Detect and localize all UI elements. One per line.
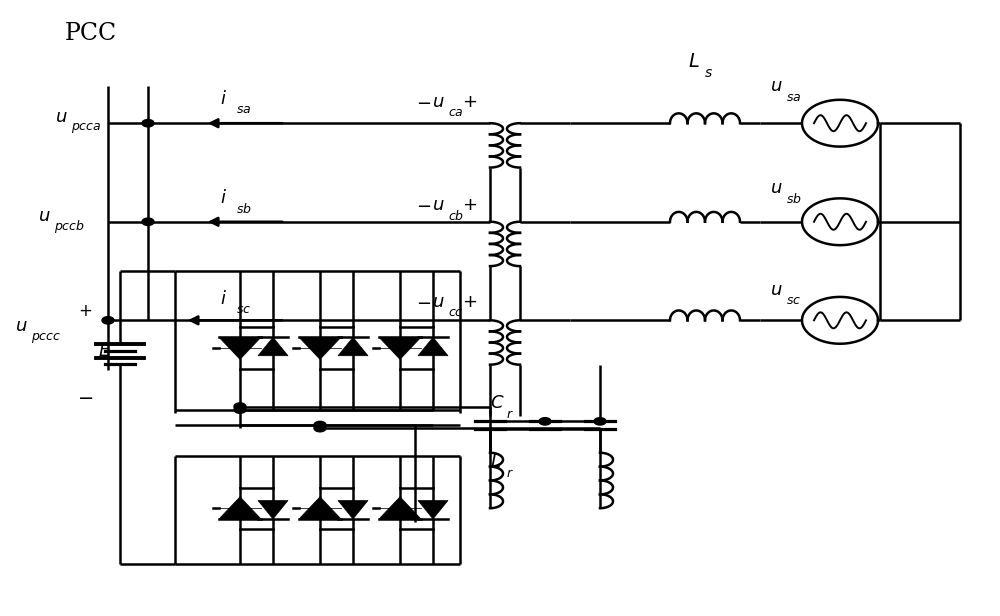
Text: $u$: $u$ <box>770 179 783 197</box>
Circle shape <box>539 418 551 425</box>
Text: $u$: $u$ <box>38 206 51 225</box>
Text: $cc$: $cc$ <box>448 306 464 320</box>
Text: $u$: $u$ <box>55 108 68 126</box>
Polygon shape <box>379 496 421 519</box>
Circle shape <box>314 421 326 429</box>
Polygon shape <box>258 338 288 356</box>
Text: $u$: $u$ <box>15 317 28 336</box>
Text: $+$: $+$ <box>78 302 92 320</box>
Text: $u$: $u$ <box>432 293 445 311</box>
Circle shape <box>142 120 154 127</box>
Text: $-$: $-$ <box>416 293 431 311</box>
Text: $L$: $L$ <box>490 453 501 471</box>
Polygon shape <box>258 500 288 519</box>
Polygon shape <box>418 338 448 356</box>
Text: $i$: $i$ <box>220 189 227 208</box>
Text: $L$: $L$ <box>688 52 700 71</box>
Circle shape <box>234 403 246 410</box>
Polygon shape <box>299 338 341 360</box>
Polygon shape <box>338 500 368 519</box>
Circle shape <box>234 406 246 413</box>
Text: $sb$: $sb$ <box>236 203 252 216</box>
Text: $-$: $-$ <box>416 92 431 111</box>
Text: $cb$: $cb$ <box>448 209 464 222</box>
Polygon shape <box>299 496 341 519</box>
Text: $i$: $i$ <box>220 290 227 308</box>
Text: $r$: $r$ <box>506 408 514 421</box>
Text: $+$: $+$ <box>462 293 477 311</box>
Text: $+$: $+$ <box>462 195 477 214</box>
Text: $pccb$: $pccb$ <box>54 218 85 235</box>
Text: $-$: $-$ <box>77 388 93 407</box>
Text: $ca$: $ca$ <box>448 106 464 120</box>
Text: $sa$: $sa$ <box>236 103 251 116</box>
Text: $s$: $s$ <box>704 66 713 79</box>
Text: $sb$: $sb$ <box>786 192 802 206</box>
Text: $r$: $r$ <box>506 466 514 480</box>
Polygon shape <box>379 338 421 360</box>
Text: $sc$: $sc$ <box>236 303 251 317</box>
Text: $pccc$: $pccc$ <box>31 331 61 344</box>
Text: $sc$: $sc$ <box>786 294 801 307</box>
Text: $+$: $+$ <box>462 92 477 111</box>
Text: $u$: $u$ <box>770 77 783 95</box>
Polygon shape <box>418 500 448 519</box>
Text: $-$: $-$ <box>416 195 431 214</box>
Polygon shape <box>219 338 261 360</box>
Polygon shape <box>338 338 368 356</box>
Text: $i$: $i$ <box>220 89 227 108</box>
Text: $u$: $u$ <box>770 280 783 299</box>
Polygon shape <box>219 496 261 519</box>
Text: $sa$: $sa$ <box>786 91 801 104</box>
Text: $E$: $E$ <box>98 342 111 360</box>
Text: PCC: PCC <box>65 22 117 46</box>
Circle shape <box>314 424 326 432</box>
Text: $u$: $u$ <box>432 195 445 214</box>
Text: $C$: $C$ <box>490 394 505 413</box>
Circle shape <box>102 317 114 324</box>
Circle shape <box>142 218 154 225</box>
Circle shape <box>594 418 606 425</box>
Text: $u$: $u$ <box>432 92 445 111</box>
Text: $pcca$: $pcca$ <box>71 121 102 135</box>
